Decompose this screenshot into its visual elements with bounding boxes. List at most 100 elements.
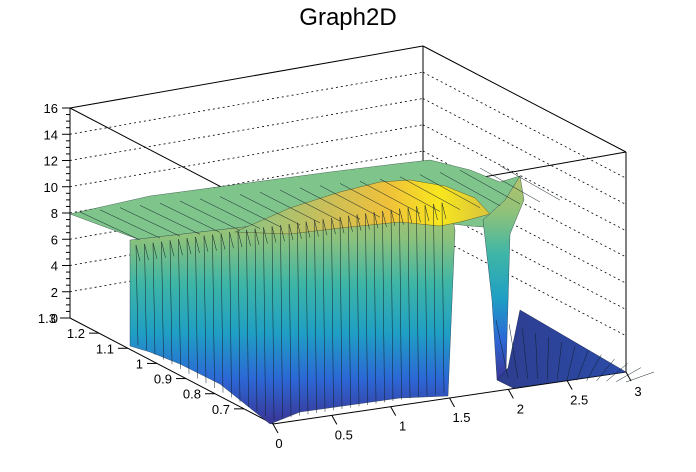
mesh-line [305, 221, 309, 415]
mesh-line [433, 204, 436, 395]
mesh-line [382, 211, 387, 228]
mesh-line [365, 213, 368, 405]
mesh-line [152, 242, 156, 355]
mesh-line [379, 178, 441, 212]
mesh-line [288, 223, 294, 241]
mesh-line [195, 236, 200, 253]
z-tick-label: 4 [51, 259, 58, 274]
mesh-line [280, 225, 285, 242]
mesh-line [271, 226, 275, 420]
mesh-line [322, 219, 328, 236]
mesh-line [139, 205, 201, 235]
mesh-line [586, 354, 602, 381]
mesh-line [356, 214, 362, 231]
mesh-line [314, 220, 317, 414]
frame-top-back [422, 45, 627, 153]
mesh-line [152, 242, 158, 259]
mesh-line [339, 216, 343, 409]
mesh-line [169, 240, 175, 257]
mesh-line [280, 225, 283, 419]
mesh-line [246, 229, 251, 246]
mesh-line [297, 222, 302, 239]
mesh-line [219, 196, 281, 227]
mesh-line [246, 229, 249, 407]
y-tick-label: 0.8 [183, 387, 201, 402]
mesh-line [263, 227, 266, 417]
mesh-line [606, 363, 628, 382]
mesh-line [390, 209, 394, 401]
mesh-line [441, 202, 447, 219]
mesh-line [479, 167, 541, 203]
mesh-line [348, 215, 351, 408]
mesh-line [79, 211, 141, 241]
y-tick-label: 1.3 [38, 311, 56, 326]
mesh-line [547, 337, 549, 380]
mesh-line [416, 206, 421, 223]
z-tick-label: 14 [44, 127, 58, 142]
x-tick-label: 1.5 [452, 410, 470, 425]
x-tick-label: 3 [634, 384, 641, 399]
surface-mesh [79, 165, 655, 420]
grid-line [422, 229, 627, 337]
mesh-line [373, 212, 377, 404]
mesh-line [441, 202, 445, 393]
mesh-line [439, 172, 501, 207]
mesh-line [220, 233, 226, 250]
z-tick-label: 16 [44, 101, 58, 116]
mesh-line [135, 245, 141, 262]
mesh-line [212, 234, 217, 251]
mesh-line [382, 211, 385, 403]
mesh-line [305, 221, 311, 238]
mesh-line [203, 235, 209, 252]
mesh-line [254, 228, 258, 412]
mesh-line [254, 228, 260, 245]
mesh-line [495, 319, 509, 379]
y-tick-label: 0.9 [154, 372, 172, 387]
mesh-line [279, 189, 341, 222]
mesh-line [199, 198, 261, 229]
mesh-line [169, 240, 173, 365]
mesh-line [239, 194, 301, 226]
mesh-line [299, 187, 361, 220]
mesh-line [186, 238, 190, 374]
mesh-line [576, 350, 589, 381]
mesh-line [566, 345, 576, 381]
y-tick-label: 1 [136, 356, 143, 371]
mesh-line [356, 214, 360, 407]
mesh-line [459, 169, 521, 205]
x-tick [507, 389, 514, 399]
x-tick [566, 380, 573, 390]
surface-top-ridge [234, 179, 491, 235]
mesh-line [331, 218, 334, 411]
axis-line-y [69, 317, 274, 425]
y-axis: 0.7 0.8 0.9 1 1.1 1.2 1.3 [38, 311, 244, 417]
y-tick-label: 0.7 [212, 402, 230, 417]
mesh-line [99, 209, 161, 239]
grid-line [422, 71, 627, 179]
mesh-line [399, 176, 461, 210]
mesh-line [237, 230, 243, 248]
grid-line [422, 203, 627, 310]
mesh-line [499, 165, 561, 201]
mesh-line [203, 235, 207, 384]
surface-spike [482, 175, 525, 381]
mesh-line [407, 207, 413, 224]
mesh-line [407, 207, 411, 399]
surface-floor-right [496, 309, 627, 389]
mesh-line [522, 328, 528, 379]
mesh-line [416, 206, 419, 397]
z-tick-label: 6 [51, 232, 58, 247]
mesh-line [195, 236, 198, 379]
mesh-line [399, 208, 402, 400]
mesh-line [424, 205, 428, 396]
mesh-line [237, 231, 241, 403]
x-tick [390, 406, 397, 416]
mesh-line [399, 208, 404, 225]
mesh-line [365, 213, 370, 230]
x-tick-label: 2.5 [570, 393, 588, 408]
mesh-line [220, 233, 224, 393]
mesh-line [596, 358, 615, 382]
mesh-line [424, 205, 430, 222]
mesh-line [297, 222, 300, 416]
